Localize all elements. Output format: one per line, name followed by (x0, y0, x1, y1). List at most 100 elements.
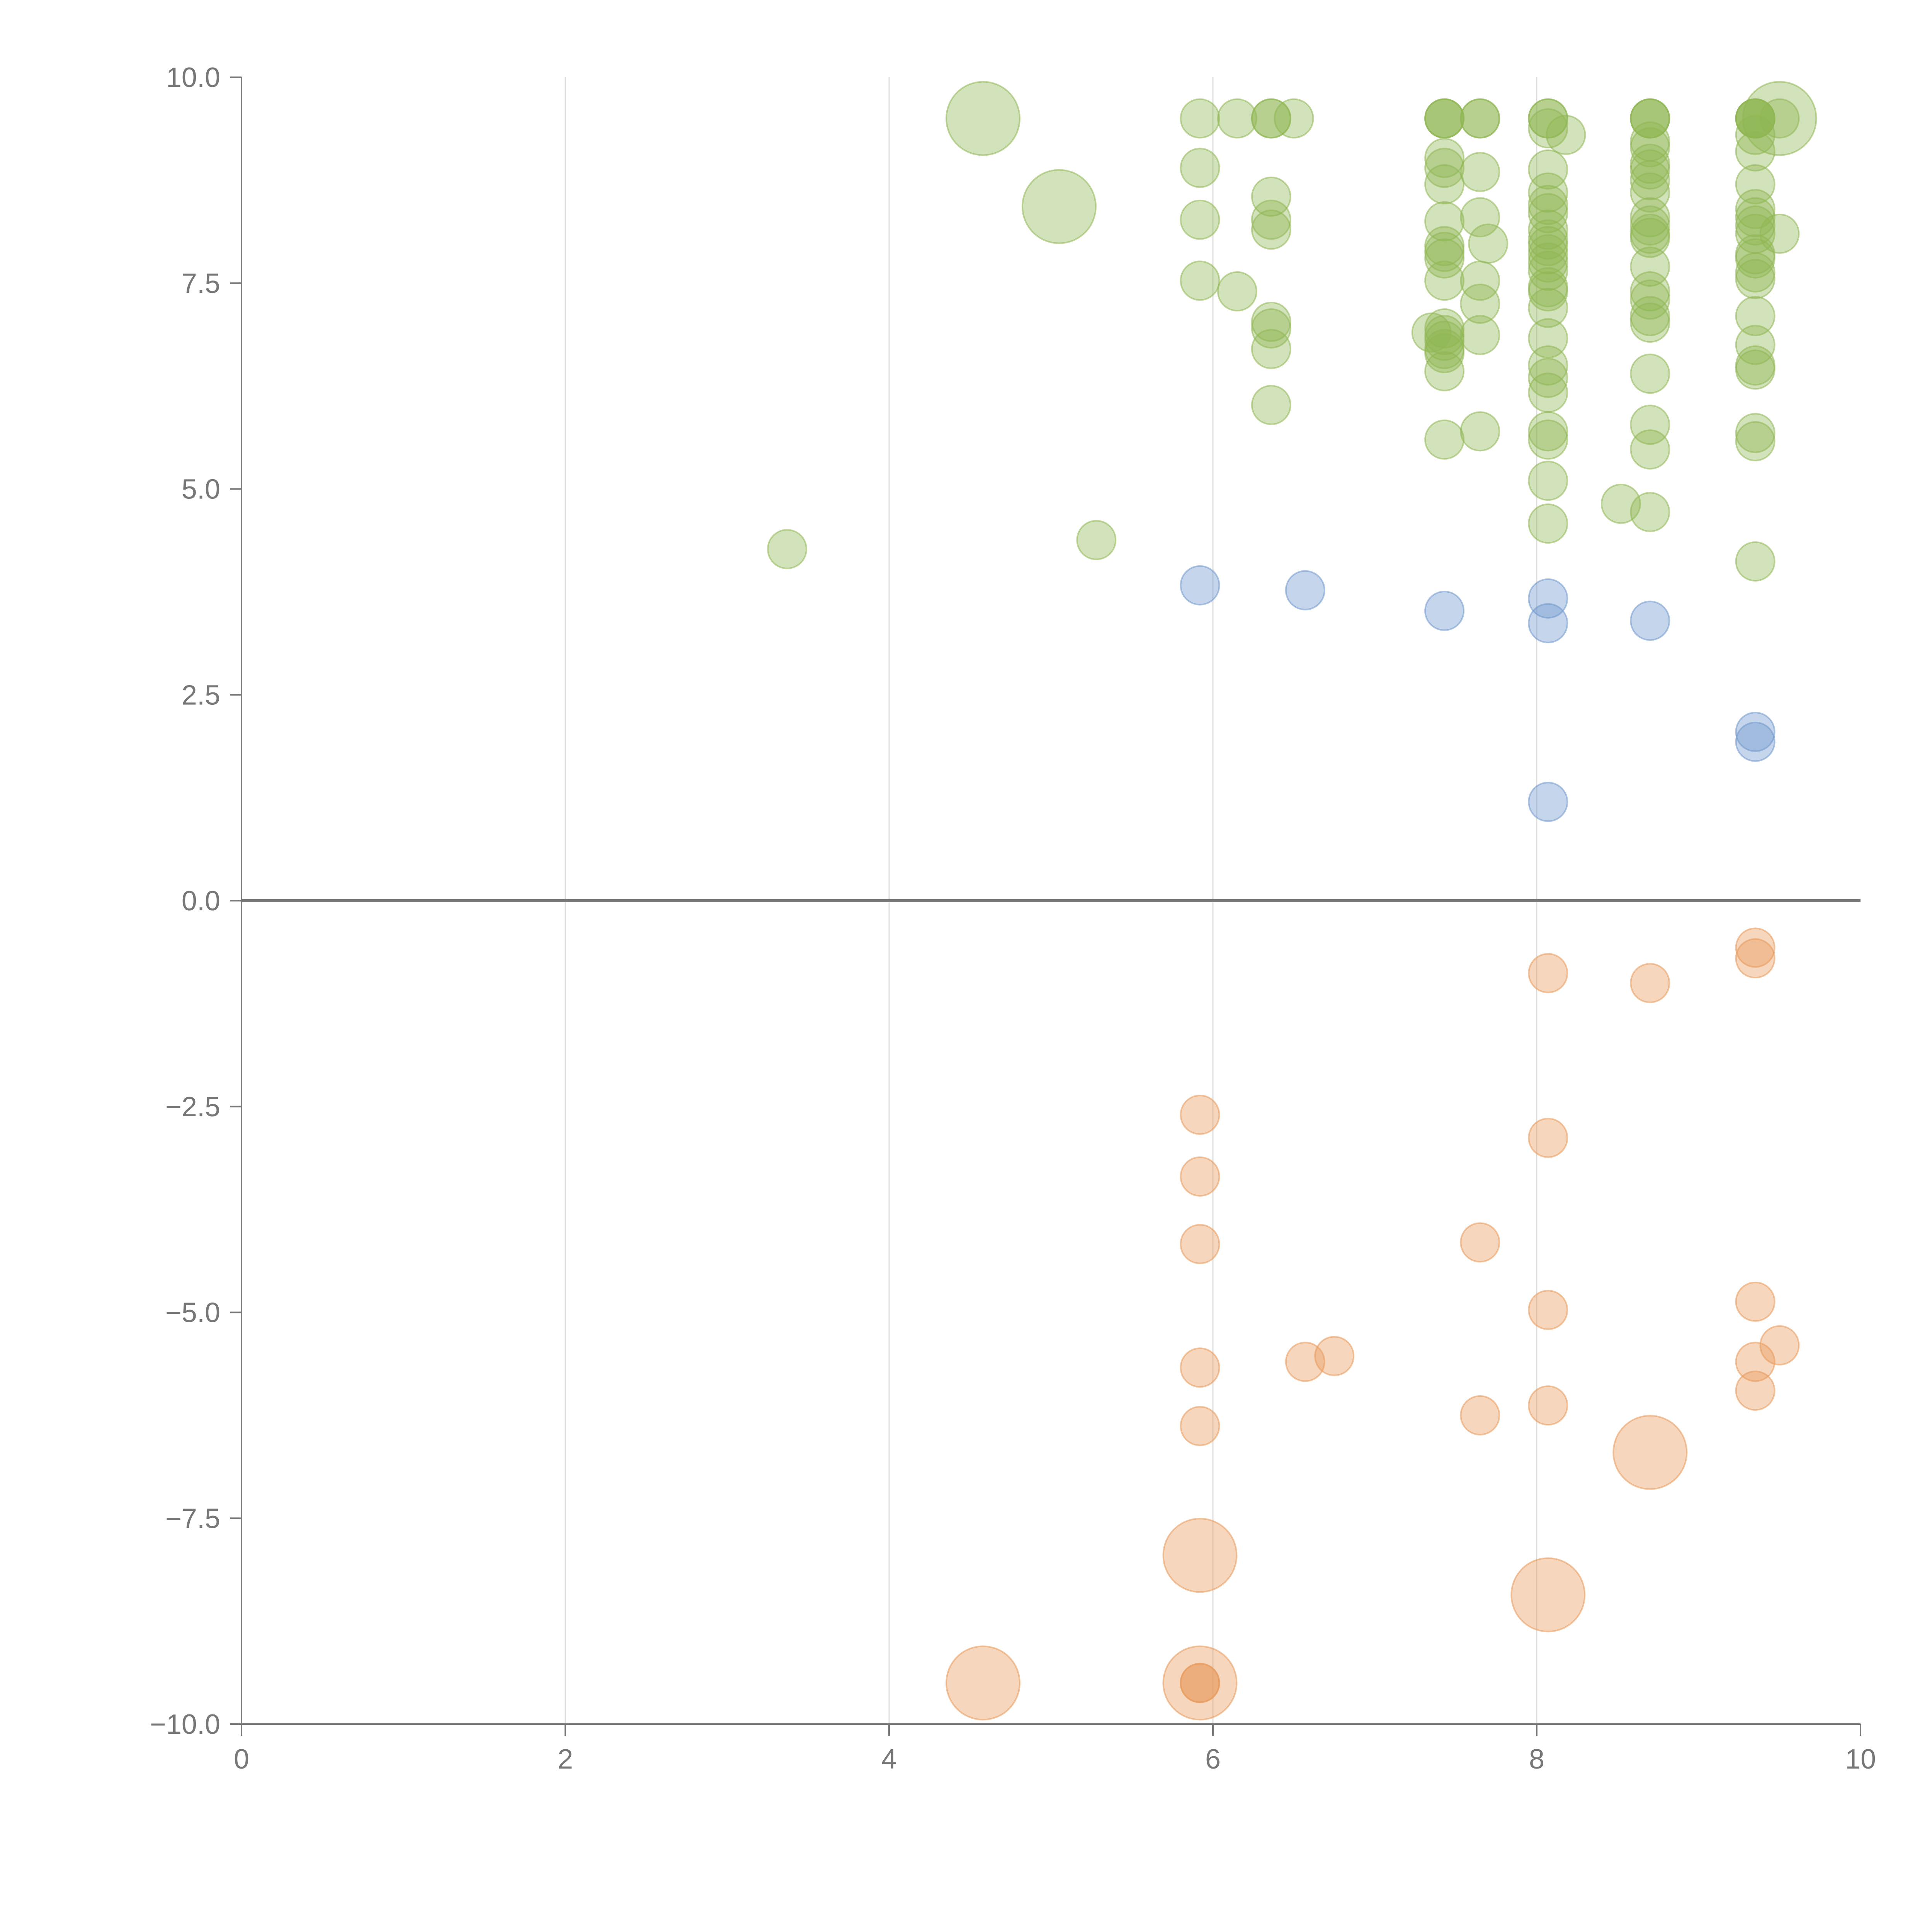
y-tick-label: −5.0 (165, 1298, 220, 1328)
data-point (1424, 320, 1465, 361)
y-tick-label: 5.0 (182, 474, 220, 505)
data-point (1630, 963, 1670, 1003)
data-point (1630, 279, 1670, 320)
data-point (1528, 172, 1568, 213)
data-point (1630, 160, 1670, 201)
data-point (1180, 1095, 1220, 1135)
data-point (1735, 115, 1776, 155)
data-point (1630, 127, 1670, 168)
data-point (1759, 1325, 1800, 1366)
data-point (1735, 938, 1776, 979)
data-points (767, 81, 1817, 1721)
x-tick-label: 8 (1529, 1744, 1544, 1775)
data-point (1251, 329, 1291, 369)
data-point (1630, 303, 1670, 343)
data-point (1180, 260, 1220, 301)
data-point (1528, 503, 1568, 544)
data-point (1180, 1663, 1220, 1703)
y-tick-label: 7.5 (182, 268, 220, 299)
data-point (1735, 205, 1776, 246)
data-point (1180, 1156, 1220, 1197)
data-point (1528, 287, 1568, 328)
data-point (1759, 213, 1800, 254)
data-point (1528, 782, 1568, 822)
data-point (1424, 590, 1465, 631)
data-point (1251, 385, 1291, 425)
data-point (1735, 349, 1776, 390)
data-point (1630, 197, 1670, 238)
data-point (1424, 315, 1465, 355)
data-point (1528, 411, 1568, 452)
data-point (1528, 185, 1568, 225)
data-point (1735, 541, 1776, 582)
data-point (1162, 1518, 1238, 1593)
data-point (1180, 1224, 1220, 1264)
data-point (1630, 271, 1670, 312)
data-point (1630, 98, 1670, 139)
data-point (1735, 1342, 1776, 1382)
y-tick-label: −10.0 (150, 1709, 220, 1740)
data-point (1528, 98, 1568, 139)
data-point (1630, 405, 1670, 445)
data-point (1424, 148, 1465, 188)
y-tick-label: 10.0 (166, 62, 220, 93)
data-point (1180, 1406, 1220, 1446)
tick-labels: 0 2 4 6 8 10 10.0 7.5 5.0 2.5 0.0 −2.5 −5.0 −7.5 −10.0 (150, 62, 1876, 1775)
data-point (767, 529, 808, 570)
data-point (1021, 169, 1097, 244)
data-point (1274, 98, 1314, 139)
data-point (1735, 98, 1776, 139)
data-point (1735, 131, 1776, 172)
data-point (1735, 189, 1776, 229)
data-point (1251, 199, 1291, 240)
data-point (1528, 953, 1568, 993)
y-tick-label: −7.5 (165, 1503, 220, 1534)
data-point (1528, 234, 1568, 275)
data-point (1630, 143, 1670, 184)
data-point (1251, 98, 1291, 139)
data-point (1217, 271, 1257, 312)
data-point (1528, 242, 1568, 283)
data-point (1180, 199, 1220, 240)
data-point (1630, 205, 1670, 246)
data-point (1180, 98, 1220, 139)
data-point (1460, 1395, 1500, 1435)
data-point (1735, 421, 1776, 461)
data-point (1735, 1281, 1776, 1322)
data-point (1460, 197, 1500, 238)
data-point (1759, 98, 1800, 139)
x-tick-label: 10 (1845, 1744, 1876, 1775)
data-point (1528, 271, 1568, 312)
data-point (1528, 209, 1568, 250)
y-tick-label: −2.5 (165, 1092, 220, 1122)
data-point (1630, 492, 1670, 532)
data-point (1528, 1117, 1568, 1158)
data-point (946, 81, 1021, 156)
x-tick-label: 0 (234, 1744, 249, 1775)
data-point (1735, 413, 1776, 453)
x-tick-label: 2 (558, 1744, 573, 1775)
data-point (1217, 98, 1257, 139)
data-point (1528, 461, 1568, 501)
data-point (1411, 312, 1452, 353)
data-point (1528, 603, 1568, 643)
data-point (1424, 164, 1465, 205)
data-point (1735, 164, 1776, 205)
data-point (1735, 927, 1776, 968)
data-point (1630, 149, 1670, 190)
data-point (1612, 1415, 1688, 1490)
data-point (1630, 600, 1670, 641)
data-point (1735, 721, 1776, 762)
axes (230, 77, 1861, 1736)
data-point (1251, 308, 1291, 349)
data-point (1528, 419, 1568, 460)
data-point (1424, 333, 1465, 373)
data-point (1528, 372, 1568, 413)
data-point (1528, 226, 1568, 266)
data-point (1528, 1385, 1568, 1426)
data-point (1630, 172, 1670, 213)
data-point (1314, 1336, 1355, 1376)
data-point (1528, 578, 1568, 619)
data-point (1460, 284, 1500, 324)
data-point (1528, 250, 1568, 291)
